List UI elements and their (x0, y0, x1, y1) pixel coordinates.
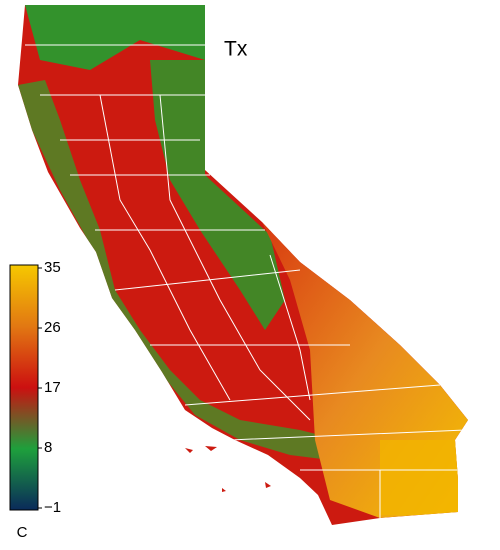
map-title: Tx (224, 38, 248, 61)
colorbar: C −1 8 17 26 35 (9, 259, 61, 541)
colorbar-tick-label: 8 (44, 439, 52, 456)
colorbar-tick-label: 17 (44, 379, 61, 396)
colorbar-tick-label: 35 (44, 259, 61, 276)
islands (185, 446, 271, 492)
colorbar-unit: C (17, 524, 28, 541)
colorbar-tick-label: −1 (44, 499, 61, 516)
colorbar-tick-label: 26 (44, 319, 61, 336)
colorbar-ramp (9, 264, 39, 511)
